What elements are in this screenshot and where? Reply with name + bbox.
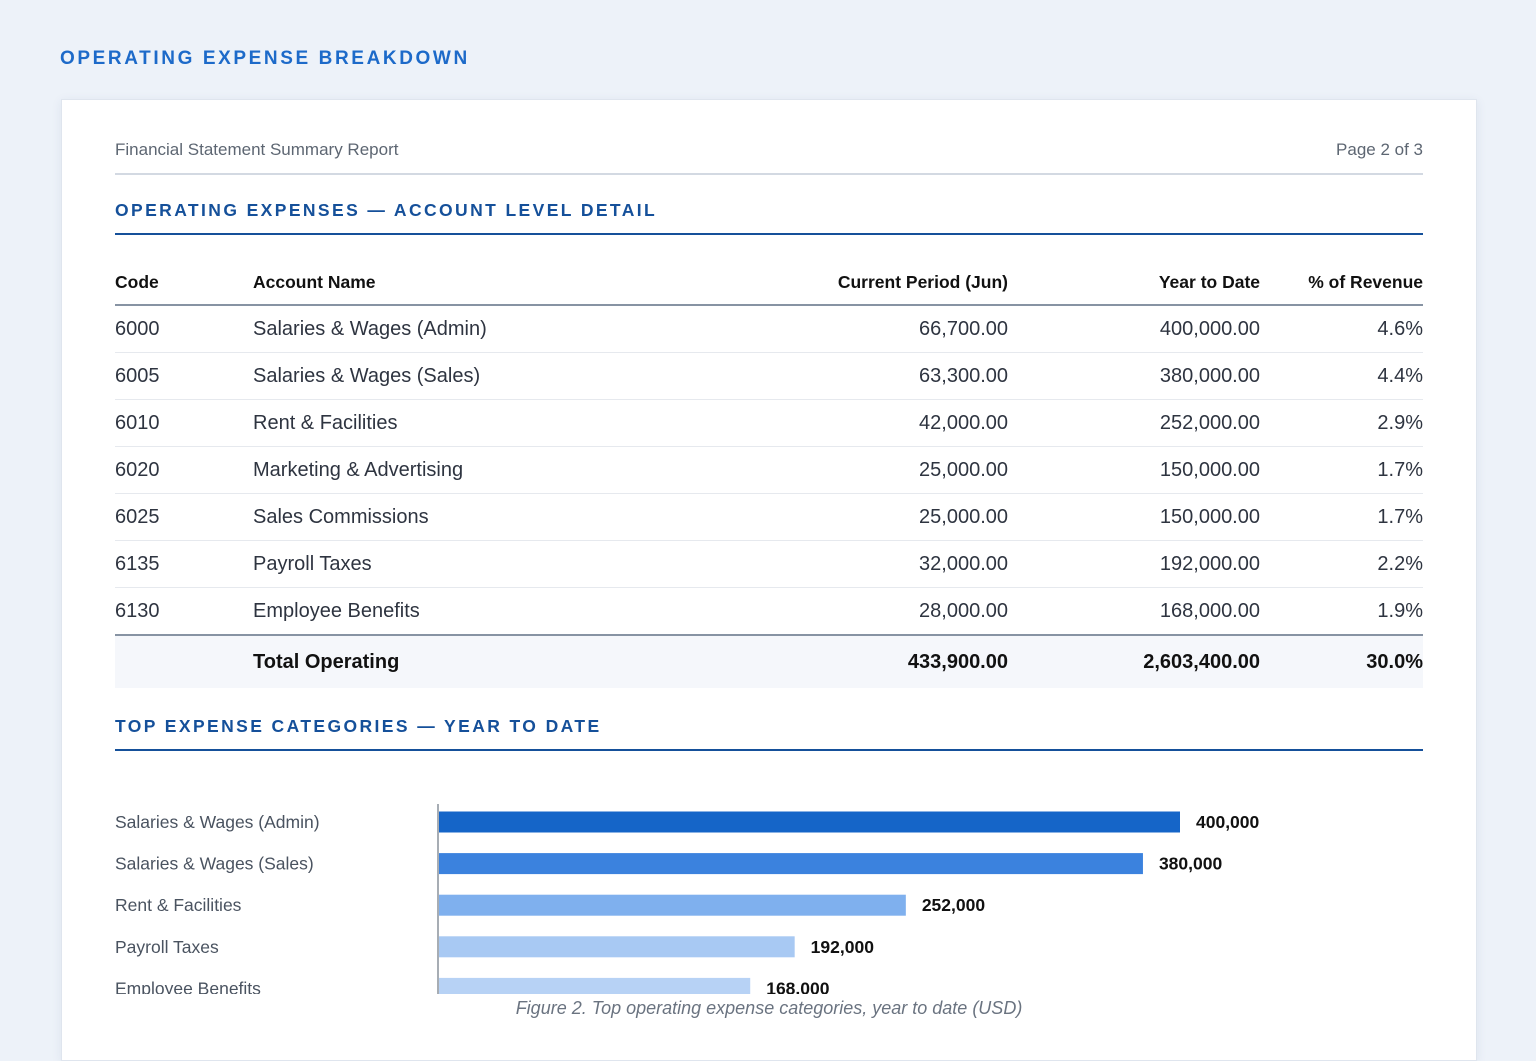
cell-code: 6025: [115, 493, 253, 541]
bar-category-label: Salaries & Wages (Admin): [115, 812, 320, 832]
cell-code: 6130: [115, 587, 253, 636]
cell-year-to-date: 150,000.00: [1008, 493, 1260, 541]
cell-code: 6135: [115, 540, 253, 588]
cell-code: 6010: [115, 399, 253, 447]
bar: [439, 977, 751, 994]
table-row: 6135 Payroll Taxes 32,000.00 192,000.00 …: [115, 540, 1423, 588]
table-row: 6020 Marketing & Advertising 25,000.00 1…: [115, 446, 1423, 494]
column-header-account-name: Account Name: [253, 260, 673, 306]
cell-current-period: 66,700.00: [673, 305, 1008, 353]
figure-caption: Figure 2. Top operating expense categori…: [515, 998, 1023, 1018]
column-header-code: Code: [115, 260, 253, 306]
bar: [439, 811, 1180, 833]
cell-account-name: Rent & Facilities: [253, 399, 673, 447]
bar-value-label: 192,000: [811, 937, 875, 957]
cell-code: 6000: [115, 305, 253, 353]
cell-percent-revenue: 2.9%: [1260, 399, 1423, 447]
cell-percent-revenue: 4.4%: [1260, 352, 1423, 400]
table-row: 6130 Employee Benefits 28,000.00 168,000…: [115, 587, 1423, 636]
bar-category-label: Salaries & Wages (Sales): [115, 854, 314, 874]
cell-account-name: Sales Commissions: [253, 493, 673, 541]
total-year-to-date: 2,603,400.00: [1008, 634, 1260, 688]
cell-current-period: 25,000.00: [673, 493, 1008, 541]
cell-year-to-date: 252,000.00: [1008, 399, 1260, 447]
cell-account-name: Employee Benefits: [253, 587, 673, 636]
cell-year-to-date: 150,000.00: [1008, 446, 1260, 494]
bar-value-label: 400,000: [1196, 812, 1260, 832]
total-cell-code: [115, 634, 253, 688]
cell-code: 6020: [115, 446, 253, 494]
bar: [439, 894, 906, 916]
bar-value-label: 380,000: [1159, 854, 1223, 874]
bar-value-label: 252,000: [922, 895, 986, 915]
cell-current-period: 32,000.00: [673, 540, 1008, 588]
cell-current-period: 63,300.00: [673, 352, 1008, 400]
cell-account-name: Marketing & Advertising: [253, 446, 673, 494]
cell-current-period: 42,000.00: [673, 399, 1008, 447]
cell-percent-revenue: 1.7%: [1260, 446, 1423, 494]
total-percent-revenue: 30.0%: [1260, 634, 1423, 688]
page-number: Page 2 of 3: [1336, 140, 1423, 159]
table-row: 6010 Rent & Facilities 42,000.00 252,000…: [115, 399, 1423, 447]
page-heading: OPERATING EXPENSE BREAKDOWN: [60, 48, 470, 69]
cell-account-name: Payroll Taxes: [253, 540, 673, 588]
bar: [439, 853, 1143, 875]
column-header-year-to-date: Year to Date: [1008, 260, 1260, 306]
total-row: Total Operating 433,900.00 2,603,400.00 …: [115, 634, 1423, 688]
column-header-current-period: Current Period (Jun): [673, 260, 1008, 306]
bar: [439, 936, 795, 958]
bar-category-label: Employee Benefits: [115, 978, 261, 994]
bar-category-label: Rent & Facilities: [115, 895, 242, 915]
cell-account-name: Salaries & Wages (Admin): [253, 305, 673, 353]
bar-value-label: 168,000: [766, 978, 830, 994]
cell-year-to-date: 400,000.00: [1008, 305, 1260, 353]
column-header-percent-revenue: % of Revenue: [1260, 260, 1423, 306]
cell-code: 6005: [115, 352, 253, 400]
table-header-row: Code Account Name Current Period (Jun) Y…: [115, 260, 1423, 306]
cell-year-to-date: 168,000.00: [1008, 587, 1260, 636]
cell-current-period: 28,000.00: [673, 587, 1008, 636]
cell-year-to-date: 192,000.00: [1008, 540, 1260, 588]
cell-percent-revenue: 4.6%: [1260, 305, 1423, 353]
cell-current-period: 25,000.00: [673, 446, 1008, 494]
table-row: 6025 Sales Commissions 25,000.00 150,000…: [115, 493, 1423, 541]
running-header: Financial Statement Summary Report Page …: [115, 138, 1423, 175]
bar-category-label: Payroll Taxes: [115, 937, 219, 957]
expense-table: Code Account Name Current Period (Jun) Y…: [115, 260, 1423, 688]
table-row: 6005 Salaries & Wages (Sales) 63,300.00 …: [115, 352, 1423, 400]
cell-year-to-date: 380,000.00: [1008, 352, 1260, 400]
cell-account-name: Salaries & Wages (Sales): [253, 352, 673, 400]
cell-percent-revenue: 2.2%: [1260, 540, 1423, 588]
table-row: 6000 Salaries & Wages (Admin) 66,700.00 …: [115, 305, 1423, 353]
expense-bar-chart: Salaries & Wages (Admin) 400,000 Salaries …: [115, 804, 1260, 994]
report-page: Financial Statement Summary Report Page …: [61, 99, 1477, 1061]
chart-section-title: TOP EXPENSE CATEGORIES — YEAR TO DATE: [115, 716, 1423, 751]
total-label: Total Operating: [253, 634, 673, 688]
cell-percent-revenue: 1.7%: [1260, 493, 1423, 541]
report-title: Financial Statement Summary Report: [115, 140, 399, 159]
table-section-title: OPERATING EXPENSES — ACCOUNT LEVEL DETAI…: [115, 200, 1423, 235]
cell-percent-revenue: 1.9%: [1260, 587, 1423, 636]
total-current-period: 433,900.00: [673, 634, 1008, 688]
